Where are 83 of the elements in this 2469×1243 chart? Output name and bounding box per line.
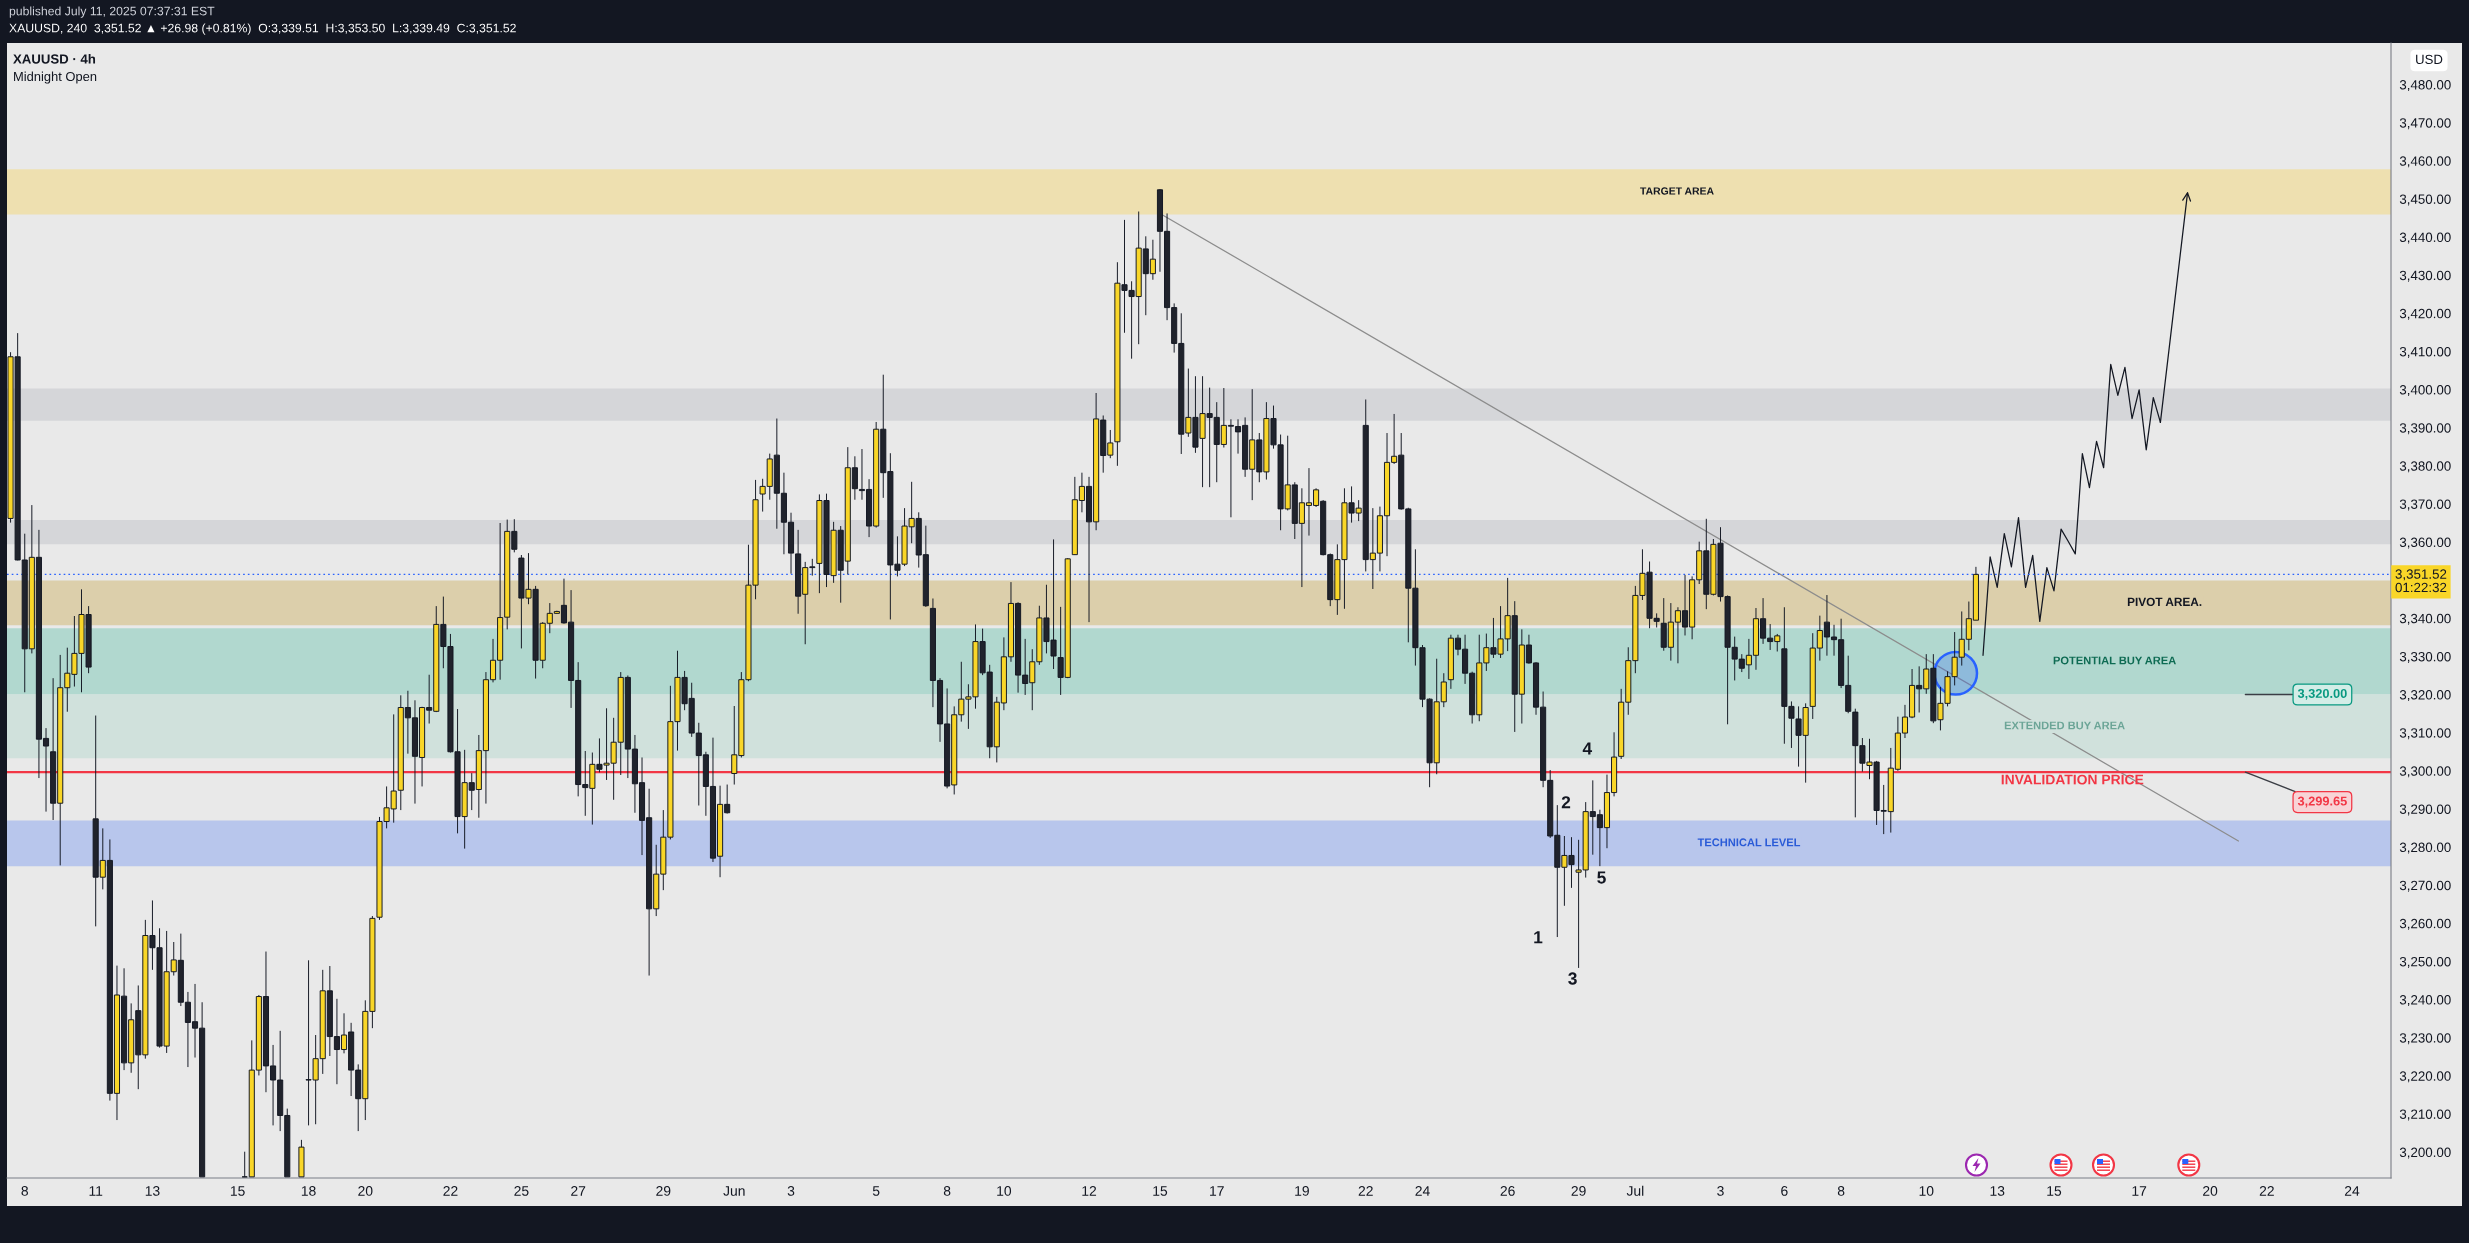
- band-label: TARGET AREA: [1640, 187, 1714, 195]
- annotation: 3: [1568, 972, 1577, 985]
- y-tick-label: 3,200.00: [2399, 1147, 2451, 1159]
- x-tick-label: 10: [997, 1186, 1012, 1196]
- x-tick-label: 27: [571, 1186, 586, 1196]
- y-tick-label: 3,480.00: [2399, 80, 2451, 92]
- y-tick-label: 3,250.00: [2399, 956, 2451, 968]
- annotation: 3,320.00: [2297, 688, 2347, 700]
- band-label: TECHNICAL LEVEL: [1697, 838, 1801, 847]
- candlestick: [241, 1151, 248, 1178]
- y-tick-label: 3,470.00: [2399, 118, 2451, 130]
- x-tick-label: 22: [2259, 1186, 2274, 1196]
- band-label: POTENTIAL BUY AREA: [2053, 656, 2176, 665]
- text: published July 11, 2025 07:37:31 EST: [9, 6, 215, 18]
- y-tick-label: 3,450.00: [2399, 194, 2451, 206]
- x-tick-label: 8: [943, 1186, 951, 1196]
- candlestick: [298, 1139, 305, 1178]
- x-tick-label: 19: [1295, 1186, 1309, 1196]
- y-axis-title: USD: [2416, 54, 2443, 65]
- x-tick-label: 10: [1919, 1186, 1934, 1196]
- x-tick-label: 8: [21, 1186, 28, 1196]
- annotation: 3,299.65: [2297, 796, 2347, 808]
- y-tick-label: 3,230.00: [2399, 1033, 2451, 1045]
- ref-line-label: 3,351.52 01:22:32: [2395, 569, 2447, 593]
- x-tick-label: 11: [89, 1186, 103, 1196]
- x-tick-label: 18: [301, 1186, 316, 1196]
- y-tick-label: 3,400.00: [2399, 385, 2451, 397]
- band-label: PIVOT AREA.: [2127, 597, 2202, 607]
- annotation: 2: [1561, 796, 1571, 809]
- y-tick-label: 3,410.00: [2399, 346, 2451, 358]
- annotation: 4: [1582, 742, 1593, 755]
- y-tick-label: 3,320.00: [2399, 690, 2451, 702]
- x-tick-label: 8: [1837, 1186, 1845, 1196]
- y-tick-label: 3,220.00: [2399, 1071, 2451, 1083]
- x-tick-label: 3: [1717, 1186, 1724, 1196]
- x-tick-label: 12: [1082, 1186, 1097, 1196]
- y-tick-label: 3,260.00: [2399, 918, 2451, 930]
- y-tick-label: 3,360.00: [2399, 537, 2451, 549]
- y-tick-label: 3,460.00: [2399, 156, 2451, 168]
- y-tick-label: 3,280.00: [2399, 842, 2451, 854]
- x-tick-label: 17: [2132, 1186, 2147, 1196]
- x-tick-label: 24: [2344, 1186, 2360, 1196]
- x-tick-label: 22: [1358, 1186, 1373, 1196]
- annotation: 1: [1534, 931, 1543, 944]
- y-tick-label: 3,270.00: [2399, 880, 2451, 892]
- x-tick-label: 22: [443, 1186, 458, 1196]
- x-tick-label: Jun: [723, 1186, 745, 1196]
- y-tick-label: 3,430.00: [2399, 270, 2451, 282]
- y-tick-label: 3,240.00: [2399, 995, 2451, 1007]
- x-tick-label: 26: [1500, 1186, 1515, 1196]
- x-tick-label: 24: [1415, 1186, 1430, 1196]
- x-tick-label: 20: [2203, 1186, 2218, 1196]
- x-tick-label: 6: [1781, 1186, 1788, 1196]
- y-tick-label: 3,420.00: [2399, 308, 2451, 320]
- y-tick-label: 3,440.00: [2399, 232, 2451, 244]
- text: XAUUSD, 240 3,351.52 ▲ +26.98 (+0.81%) O:3,339.51 H:3,353.50 L:3,339.49 C:3,351.52: [9, 23, 516, 35]
- y-tick-label: 3,370.00: [2399, 499, 2451, 511]
- band-label: EXTENDED BUY AREA: [2004, 721, 2125, 730]
- x-tick-label: Jul: [1626, 1185, 1644, 1196]
- x-tick-label: 3: [787, 1186, 795, 1196]
- x-tick-label: 17: [1210, 1186, 1224, 1196]
- y-tick-label: 3,380.00: [2399, 461, 2451, 473]
- x-tick-label: 20: [358, 1186, 373, 1196]
- x-tick-label: 13: [145, 1186, 160, 1196]
- x-tick-label: 5: [872, 1186, 880, 1196]
- x-tick-label: 15: [230, 1186, 245, 1196]
- y-tick-label: 3,390.00: [2399, 423, 2451, 435]
- y-tick-label: 3,340.00: [2399, 613, 2451, 625]
- annotation: 5: [1597, 871, 1606, 884]
- x-tick-label: 13: [1990, 1186, 2005, 1196]
- x-tick-label: 29: [1571, 1186, 1586, 1196]
- x-tick-label: 15: [1153, 1186, 1168, 1196]
- y-tick-label: 3,290.00: [2399, 804, 2451, 816]
- annotation: Midnight Open: [14, 71, 97, 84]
- ref-line-label: INVALIDATION PRICE: [2001, 774, 2144, 785]
- text: XAUUSD · 4h: [13, 53, 96, 64]
- y-tick-label: 3,210.00: [2399, 1109, 2451, 1121]
- x-tick-label: 29: [656, 1186, 671, 1196]
- y-tick-label: 3,310.00: [2399, 728, 2451, 740]
- y-tick-label: 3,330.00: [2399, 651, 2451, 663]
- x-tick-label: 15: [2047, 1186, 2062, 1196]
- y-tick-label: 3,300.00: [2399, 766, 2451, 778]
- x-tick-label: 25: [514, 1186, 529, 1196]
